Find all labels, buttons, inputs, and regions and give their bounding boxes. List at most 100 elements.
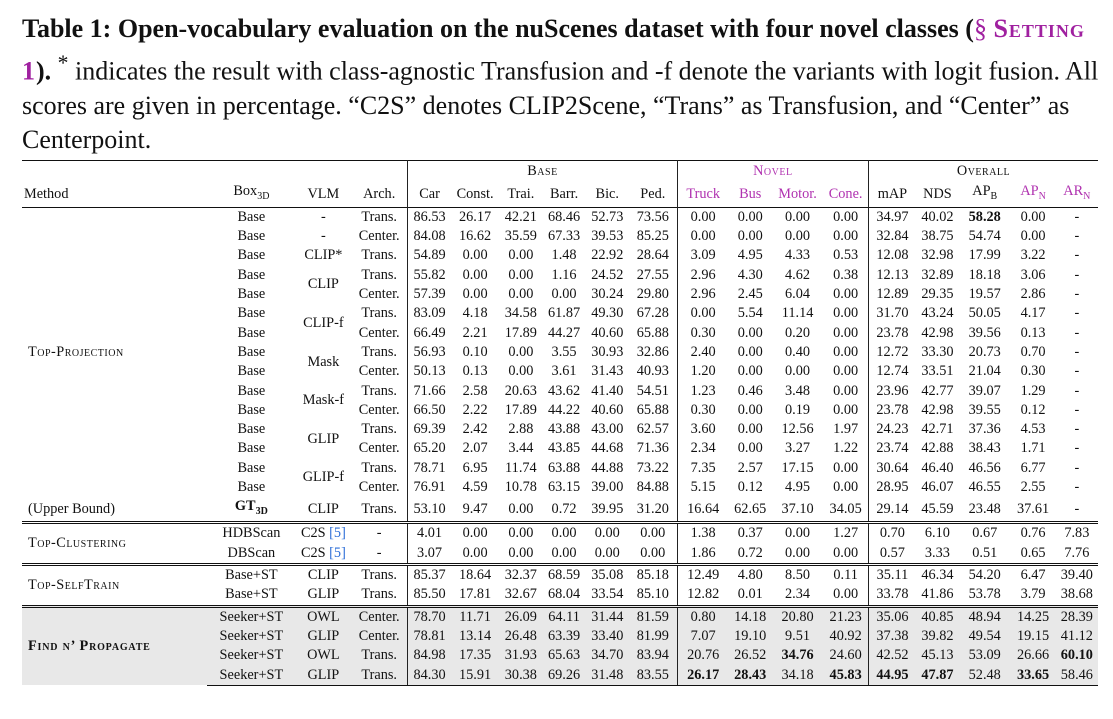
box-cell: Base (207, 266, 295, 285)
value: 69.26 (547, 666, 581, 683)
value: 3.27 (785, 440, 811, 457)
value: 0.10 (462, 343, 488, 360)
value-cell: 1.23 (676, 381, 729, 401)
value-cell: 34.05 (823, 497, 868, 523)
value-cell: 28.64 (629, 246, 677, 265)
arch-cell: Center. (358, 627, 400, 644)
value: 24.52 (591, 266, 624, 283)
table-row: Base Center. 76.91 4.59 10.78 63.15 39.00 84.88… (22, 478, 1098, 498)
value: 32.89 (921, 266, 954, 283)
value: 0.00 (833, 208, 859, 225)
box-name: Base (237, 286, 266, 303)
citation-link[interactable]: [5] (329, 544, 346, 561)
value-cell: 24.23 (868, 420, 916, 440)
citation-link[interactable]: [5] (329, 525, 346, 542)
value: 0.00 (785, 544, 811, 561)
value-cell: 33.40 (586, 627, 629, 646)
value: 7.83 (1064, 525, 1090, 542)
caption-text: indicates the result with class-agnostic… (22, 56, 1099, 154)
value: 0.00 (551, 286, 577, 303)
arch-cell: Center. (358, 401, 400, 418)
value: 0.13 (1020, 324, 1046, 341)
value-cell: 54.89 (407, 246, 451, 266)
value: 0.72 (551, 500, 577, 517)
value: 40.92 (829, 627, 862, 644)
box-cell: Base (207, 362, 295, 381)
value-cell: 23.78 (868, 323, 916, 343)
vlm-name: C2S (300, 525, 326, 542)
value-cell: 12.72 (868, 342, 916, 363)
value-cell: 9.51 (772, 627, 823, 646)
value-cell: 48.94 (959, 604, 1011, 627)
group-overall: Overall (868, 160, 1098, 181)
value: 0.00 (594, 525, 620, 542)
table-row: Base Center. 57.39 0.00 0.00 0.00 30.24 29.80 2.… (22, 285, 1098, 305)
table-row: Top-SelfTrain Base+ST CLIP Trans. 85.37 18.64… (22, 563, 1098, 607)
value-cell: 40.60 (586, 324, 629, 343)
value-cell: 2.21 (451, 324, 499, 343)
value: 20.80 (781, 608, 814, 625)
value: 0.51 (972, 544, 998, 561)
value-cell: 0.46 (729, 382, 772, 401)
value-cell: 3.55 (542, 343, 585, 362)
value-cell: 3.44 (499, 439, 542, 458)
group-base: Base (407, 160, 678, 181)
value: 32.67 (504, 586, 537, 603)
value: 0.20 (785, 324, 811, 341)
value-cell: 34.76 (772, 646, 823, 665)
value: 84.08 (413, 228, 446, 245)
value: 43.62 (547, 382, 581, 399)
value-cell: 7.83 (1055, 521, 1098, 544)
value-cell: 50.05 (959, 304, 1010, 323)
vlm-name: CLIP (307, 567, 339, 584)
value: 71.36 (636, 440, 669, 457)
value: 54.89 (413, 247, 446, 264)
value-cell: 0.19 (772, 401, 823, 420)
value-cell: 35.11 (868, 563, 916, 586)
value: 7.76 (1064, 544, 1090, 561)
box-cell: Base (207, 246, 295, 265)
value-cell: 0.40 (772, 343, 823, 362)
vlm-cell: CLIP-f (296, 304, 352, 343)
value-cell: 26.48 (499, 627, 542, 646)
value-cell: 86.53 (407, 206, 451, 228)
value-cell: 0.72 (729, 544, 772, 565)
value-cell: 68.59 (542, 563, 586, 586)
value: 0.30 (690, 401, 716, 418)
table-row: Base GLIP Trans. 69.39 2.42 2.88 43.88 43.00 62.… (22, 420, 1098, 447)
value-cell: 1.97 (823, 420, 868, 439)
value: 67.28 (636, 305, 669, 322)
value-cell: 52.48 (959, 665, 1011, 686)
value-cell: 0.37 (728, 521, 772, 544)
value: 0.70 (879, 525, 905, 542)
value-cell: 85.50 (407, 585, 451, 607)
value: 61.87 (547, 305, 581, 322)
value: 11.71 (459, 608, 491, 625)
arch-cell: Center. (358, 440, 400, 457)
setting-link[interactable]: Setting 1 (22, 14, 1085, 86)
value: 4.30 (737, 266, 763, 283)
col-ap-b: APB (972, 183, 998, 202)
value: 28.95 (876, 479, 909, 496)
value: 42.71 (921, 421, 954, 438)
vlm-cell: OWL (296, 646, 352, 665)
value-cell: 2.88 (499, 420, 542, 439)
box-cell: Base+ST (207, 585, 295, 606)
vlm-name: - (321, 228, 326, 245)
value-cell: 12.56 (772, 420, 823, 439)
value: 0.00 (508, 343, 534, 360)
value: - (1074, 459, 1080, 476)
value: 64.11 (548, 608, 580, 625)
value: 0.00 (690, 305, 716, 322)
value-cell: 0.00 (823, 285, 868, 304)
value-cell: 67.33 (542, 227, 585, 246)
value-cell: 65.88 (629, 401, 677, 420)
box-name: Base+ST (225, 586, 278, 603)
value-cell: 1.16 (542, 266, 585, 285)
value-cell: 26.52 (729, 646, 772, 665)
value-cell: 33.65 (1010, 665, 1056, 686)
value: 30.38 (504, 666, 537, 683)
value-cell: 33.54 (586, 585, 629, 606)
value: 23.74 (876, 440, 909, 457)
value: 0.00 (833, 286, 859, 303)
